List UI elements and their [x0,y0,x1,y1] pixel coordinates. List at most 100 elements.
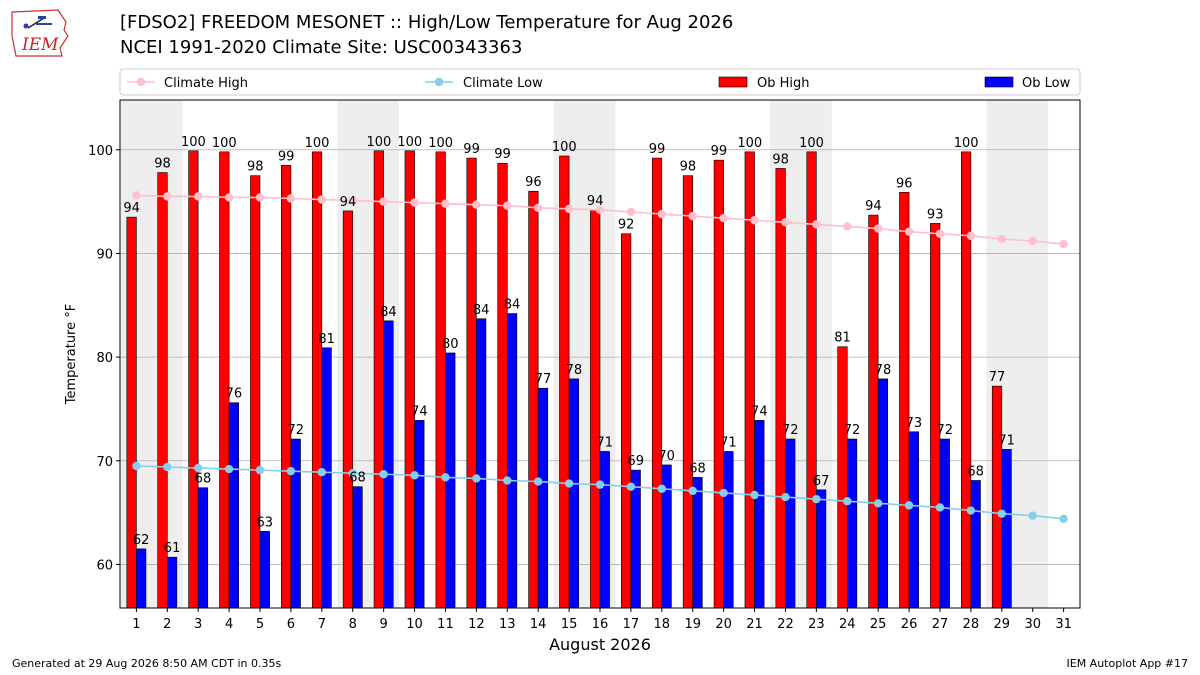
ob-low-bar [506,313,518,609]
ob-high-label: 94 [865,199,882,214]
ob-low-bar [599,451,610,609]
ob-low-bar [383,320,394,609]
legend-ob-high-label: Ob High [757,76,810,91]
ob-low-label: 72 [937,423,954,438]
climate-high-point [564,204,574,214]
ob-high-label: 92 [618,218,635,233]
climate-low-point [657,484,667,493]
ob-high-label: 81 [834,331,851,346]
y-tick-label: 90 [96,247,113,262]
climate-high-point [193,192,203,201]
climate-low-point [626,482,636,491]
ob-low-bar [970,480,981,609]
y-tick-label: 80 [96,351,113,366]
climate-high-point [750,216,759,225]
climate-high-point [224,193,234,202]
ob-high-label: 77 [989,370,1006,385]
climate-high-point [688,211,697,221]
legend-climate-high-marker [136,77,146,87]
x-tick-label: 25 [870,617,887,632]
x-tick-label: 4 [225,617,233,632]
ob-low-label: 72 [844,423,861,438]
x-tick-label: 17 [623,617,640,632]
ob-high-bar [311,151,323,609]
ob-high-label: 94 [340,195,357,210]
ob-low-bar [754,420,765,609]
ob-high-bar [126,216,137,609]
climate-high-point [317,195,327,204]
generated-footer: Generated at 29 Aug 2026 8:50 AM CDT in … [12,657,282,670]
climate-high-point [472,200,481,209]
ob-high-label: 100 [799,136,824,151]
climate-high-point [255,193,265,202]
x-tick-label: 6 [287,617,295,632]
ob-high-bar [281,165,292,609]
ob-low-label: 70 [658,449,675,464]
ob-low-label: 68 [349,471,366,486]
ob-high-bar [806,151,817,609]
app-footer: IEM Autoplot App #17 [1066,657,1189,670]
ob-high-bar [713,159,724,609]
climate-low-point [719,488,728,498]
ob-high-bar [682,175,694,609]
climate-low-point [935,503,945,512]
ob-low-label: 81 [318,332,335,347]
ob-low-label: 72 [287,423,304,438]
ob-high-bar [837,346,848,609]
ob-high-bar [991,385,1003,609]
ob-low-label: 73 [906,416,923,431]
ob-high-bar [868,214,879,609]
ob-low-bar [846,438,858,609]
x-tick-label: 28 [963,617,980,632]
ob-high-label: 98 [772,152,789,167]
x-tick-label: 22 [777,617,794,632]
ob-high-bar [250,175,261,609]
ob-low-label: 69 [627,454,644,469]
ob-low-label: 84 [504,298,521,313]
ob-high-bar [590,209,601,609]
climate-high-point [997,234,1007,244]
ob-high-label: 98 [680,160,697,175]
ob-low-bar [414,420,425,609]
ob-low-label: 68 [195,472,212,487]
climate-low-point [904,501,914,510]
climate-low-point [781,492,790,502]
ob-high-bar [188,150,199,609]
y-tick-label: 60 [96,558,113,573]
legend-ob-low-label: Ob Low [1022,76,1071,91]
climate-high-point [781,218,790,227]
climate-low-point [564,479,574,488]
ob-low-label: 71 [597,435,614,450]
ob-low-label: 68 [967,464,984,479]
ob-high-bar [930,223,941,609]
ob-low-label: 74 [411,404,428,419]
ob-low-bar [537,387,549,609]
x-tick-label: 21 [746,617,763,632]
x-tick-label: 16 [592,617,609,632]
climate-high-point [410,198,419,207]
climate-low-point [348,469,357,478]
climate-low-point [966,506,976,515]
ob-low-label: 67 [813,474,830,489]
x-tick-label: 1 [132,617,140,632]
x-tick-label: 9 [380,617,388,632]
x-tick-label: 18 [654,617,671,632]
legend-ob-high-swatch [718,76,748,88]
climate-low-point [317,467,327,477]
x-tick-label: 3 [194,617,202,632]
climate-low-point [193,463,203,473]
x-tick-label: 10 [406,617,423,632]
ob-high-bar [373,150,384,609]
climate-high-point [533,203,543,213]
ob-low-label: 74 [751,404,768,419]
ob-low-bar [877,378,889,609]
ob-low-bar [228,402,239,609]
climate-low-point [688,486,697,496]
ob-low-label: 63 [257,515,274,530]
ob-low-label: 78 [566,363,583,378]
y-tick-label: 100 [88,144,113,159]
ob-high-label: 100 [397,135,422,150]
ob-high-label: 100 [305,136,330,151]
x-tick-label: 13 [499,617,516,632]
